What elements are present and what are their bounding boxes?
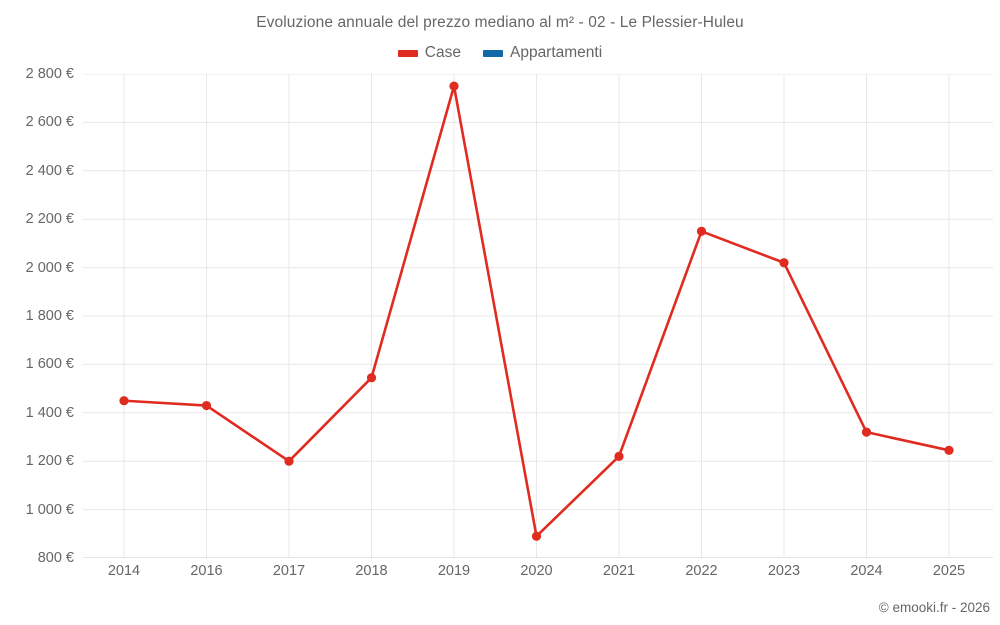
y-axis-tick-label: 1 200 € xyxy=(25,453,74,470)
data-point[interactable] xyxy=(696,226,707,236)
legend-swatch-appartamenti xyxy=(482,49,503,57)
data-point[interactable] xyxy=(366,373,377,383)
x-axis-tick-label: 2022 xyxy=(685,563,718,579)
x-axis-tick-label: 2023 xyxy=(767,563,801,579)
data-point[interactable] xyxy=(119,396,129,406)
legend-label-case: Case xyxy=(424,44,461,61)
y-axis-tick-label: 2 400 € xyxy=(25,162,74,179)
y-axis-tick-label: 1 600 € xyxy=(25,356,74,373)
data-point[interactable] xyxy=(201,400,212,411)
y-axis-tick-label: 2 200 € xyxy=(25,211,74,228)
data-point[interactable] xyxy=(531,531,542,541)
y-axis-tick-label: 800 € xyxy=(37,550,74,566)
plot-area xyxy=(83,74,993,558)
gridlines xyxy=(83,74,993,558)
legend-item-case[interactable]: Case xyxy=(397,44,461,62)
legend-item-appartamenti[interactable]: Appartamenti xyxy=(482,44,603,62)
chart-title: Evoluzione annuale del prezzo mediano al… xyxy=(256,14,744,31)
x-axis-tick-label: 2020 xyxy=(520,563,553,579)
x-axis-tick-label: 2025 xyxy=(932,563,966,579)
plot-svg xyxy=(83,74,993,558)
x-axis-tick-label: 2024 xyxy=(850,563,883,579)
x-axis-tick-label: 2018 xyxy=(355,563,388,579)
y-axis-tick-label: 1 400 € xyxy=(25,404,74,421)
data-point[interactable] xyxy=(284,456,294,466)
y-axis-tick-label: 2 800 € xyxy=(25,66,74,82)
legend-label-appartamenti: Appartamenti xyxy=(509,44,603,61)
series-points xyxy=(119,81,954,541)
x-axis-tick-label: 2017 xyxy=(272,563,306,579)
data-point[interactable] xyxy=(449,81,459,91)
credit-text: © emooki.fr - 2026 xyxy=(878,600,990,615)
y-axis-tick-label: 1 800 € xyxy=(25,308,74,324)
legend-swatch-case xyxy=(397,49,418,57)
data-point[interactable] xyxy=(614,451,624,461)
y-axis-tick-label: 2 600 € xyxy=(25,114,74,131)
x-axis-tick-label: 2021 xyxy=(602,563,636,579)
x-axis-tick-label: 2019 xyxy=(437,563,471,579)
data-point[interactable] xyxy=(944,445,954,455)
x-axis-tick-label: 2014 xyxy=(107,563,141,579)
y-axis-tick-label: 2 000 € xyxy=(25,259,74,276)
chart-legend: Case Appartamenti xyxy=(0,44,1000,62)
y-axis-tick-label: 1 000 € xyxy=(25,501,74,518)
data-point[interactable] xyxy=(861,427,872,437)
x-axis-tick-label: 2016 xyxy=(190,563,223,579)
data-point[interactable] xyxy=(779,258,789,268)
